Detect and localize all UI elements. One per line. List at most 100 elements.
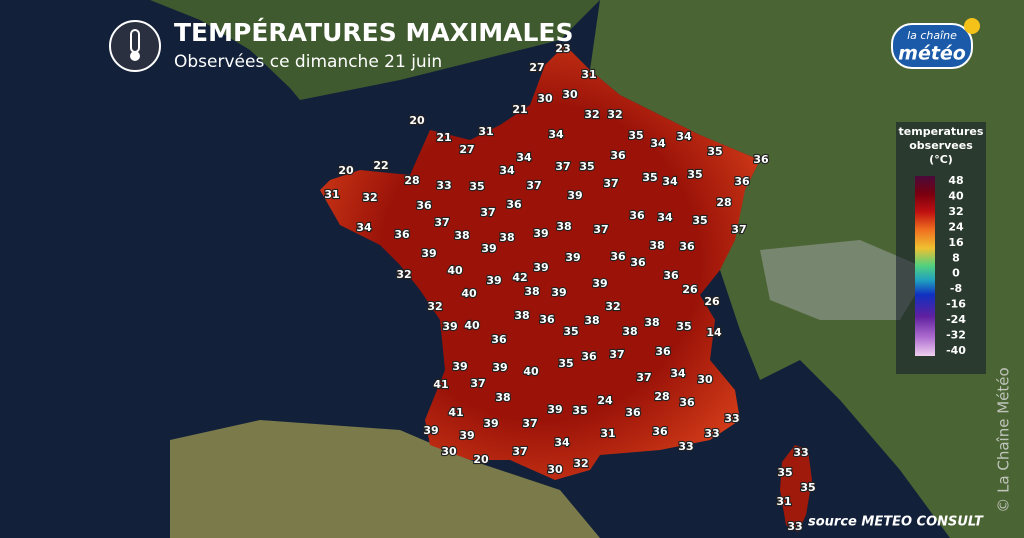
- temperature-label: 28: [716, 196, 731, 209]
- temperature-label: 37: [609, 348, 624, 361]
- color-scale: [915, 176, 935, 356]
- temperature-label: 34: [676, 130, 692, 143]
- temperature-label: 20: [473, 453, 489, 466]
- temperature-label: 35: [572, 404, 587, 417]
- source: source METEO CONSULT: [808, 515, 984, 530]
- temperature-label: 39: [423, 424, 438, 437]
- temperature-label: 36: [629, 209, 645, 222]
- temperature-label: 37: [522, 417, 537, 430]
- temperature-label: 38: [499, 231, 514, 244]
- temperature-label: 41: [448, 406, 463, 419]
- temperature-label: 30: [547, 463, 563, 476]
- temperature-label: 36: [625, 406, 641, 419]
- temperature-label: 35: [707, 145, 722, 158]
- temperature-label: 37: [593, 223, 608, 236]
- temperature-label: 39: [421, 247, 436, 260]
- temperature-label: 38: [495, 391, 510, 404]
- temperature-label: 21: [512, 103, 527, 116]
- title: TEMPÉRATURES MAXIMALES: [174, 18, 574, 47]
- temperature-label: 34: [554, 436, 570, 449]
- temperature-label: 36: [394, 228, 410, 241]
- spain-land: [170, 420, 600, 538]
- temperature-label: 33: [678, 440, 693, 453]
- temperature-label: 39: [592, 277, 607, 290]
- temperature-label: 40: [464, 319, 480, 332]
- temperature-label: 39: [533, 227, 548, 240]
- temperature-label: 33: [436, 179, 451, 192]
- temperature-label: 32: [573, 457, 588, 470]
- temperature-label: 40: [461, 287, 477, 300]
- thermometer-bulb: [130, 51, 140, 61]
- temperature-label: 34: [670, 367, 686, 380]
- legend-tick: 8: [952, 251, 960, 264]
- temperature-label: 36: [581, 350, 597, 363]
- temperature-label: 34: [516, 151, 532, 164]
- temperature-label: 38: [622, 325, 637, 338]
- temperature-label: 31: [581, 68, 596, 81]
- temperature-label: 28: [404, 174, 419, 187]
- temperature-label: 36: [630, 256, 646, 269]
- temperature-label: 34: [662, 175, 678, 188]
- temperature-label: 35: [579, 160, 594, 173]
- logo-line2: météo: [898, 43, 966, 65]
- temperature-label: 36: [539, 313, 555, 326]
- subtitle: Observées ce dimanche 21 juin: [174, 52, 442, 72]
- temperature-label: 40: [447, 264, 463, 277]
- watermark: © La Chaîne Météo: [995, 367, 1013, 512]
- temperature-label: 33: [724, 412, 739, 425]
- temperature-label: 34: [499, 164, 515, 177]
- temperature-label: 38: [584, 314, 599, 327]
- temperature-label: 36: [679, 396, 695, 409]
- temperature-label: 28: [654, 390, 669, 403]
- uk-land: [150, 0, 600, 100]
- legend-tick: -40: [946, 344, 966, 357]
- temperature-label: 30: [697, 373, 713, 386]
- temperature-label: 39: [442, 320, 457, 333]
- temperature-label: 35: [692, 214, 707, 227]
- temperature-label: 36: [610, 149, 626, 162]
- temperature-label: 30: [441, 445, 457, 458]
- temperature-label: 36: [655, 345, 671, 358]
- logo-line1: la chaîne: [907, 29, 957, 42]
- temperature-label: 37: [555, 160, 570, 173]
- legend-box: [896, 122, 986, 374]
- temperature-label: 27: [459, 143, 474, 156]
- temperature-label: 39: [459, 429, 474, 442]
- legend-title: temperatures: [899, 125, 984, 138]
- temperature-label: 31: [478, 125, 493, 138]
- temperature-label: 36: [753, 153, 769, 166]
- temperature-label: 36: [679, 240, 695, 253]
- temperature-label: 30: [562, 88, 578, 101]
- temperature-label: 36: [491, 333, 507, 346]
- temperature-label: 37: [480, 206, 495, 219]
- temperature-label: 35: [687, 168, 702, 181]
- temperature-label: 40: [523, 365, 539, 378]
- temperature-label: 31: [776, 495, 791, 508]
- legend-title: observees: [909, 139, 973, 152]
- temperature-label: 35: [800, 481, 815, 494]
- temperature-label: 26: [704, 295, 720, 308]
- temperature-label: 38: [644, 316, 659, 329]
- logo: [891, 23, 973, 69]
- temperature-label: 34: [548, 128, 564, 141]
- logo-sun: [964, 18, 980, 34]
- thermometer-icon: [109, 20, 161, 72]
- temperature-label: 34: [650, 137, 666, 150]
- legend-tick: 48: [948, 174, 963, 187]
- temperature-label: 39: [533, 261, 548, 274]
- temperature-label: 37: [603, 177, 618, 190]
- temperature-label: 37: [636, 371, 651, 384]
- temperature-label: 32: [607, 108, 622, 121]
- temperature-label: 38: [514, 309, 529, 322]
- legend-tick: 16: [948, 236, 964, 249]
- temperature-label: 37: [526, 179, 541, 192]
- temperature-label: 22: [373, 159, 388, 172]
- legend-tick: -8: [950, 282, 962, 295]
- temperature-label: 41: [433, 378, 448, 391]
- temperature-label: 33: [787, 520, 802, 533]
- temperature-label: 36: [663, 269, 679, 282]
- temperature-label: 32: [396, 268, 411, 281]
